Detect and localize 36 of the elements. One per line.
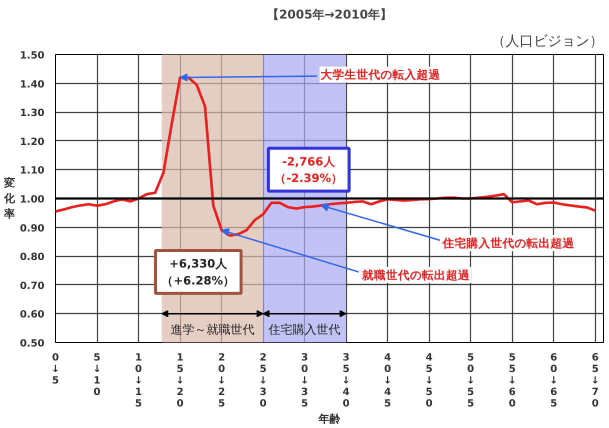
y-tick-label: 0.80: [20, 252, 45, 264]
y-tick-label: 1.50: [20, 50, 45, 62]
annotation: +6,330人（+6.28%）: [162, 256, 236, 288]
y-tick-label: 1.30: [20, 108, 45, 120]
x-tick-label: 55↓60: [508, 352, 516, 410]
chart-title: 【2005年→2010年】: [267, 8, 392, 22]
x-tick-label: 35↓40: [342, 352, 350, 410]
annotation: 住宅購入世代の転出超過: [442, 236, 575, 250]
x-tick-label: 30↓35: [300, 352, 309, 410]
annotation: 住宅購入世代: [268, 322, 341, 337]
y-tick-label: 0.90: [20, 223, 45, 234]
y-axis-title: 変化率: [2, 176, 16, 221]
y-tick-label: 1.40: [20, 79, 45, 90]
y-tick-label: 1.10: [20, 166, 45, 177]
y-tick-label: 1.00: [20, 194, 45, 206]
x-tick-label: 5↓10: [92, 352, 102, 398]
annotation: 大学生世代の転入超過: [320, 68, 441, 82]
x-tick-label: 60↓65: [549, 352, 558, 410]
x-tick-label: 45↓50: [424, 352, 434, 410]
chart-subtitle: （人口ビジョン）: [492, 34, 604, 50]
y-tick-label: 1.20: [20, 136, 45, 148]
x-axis-title: 年齢: [318, 412, 342, 426]
x-tick-label: 40↓45: [383, 352, 392, 410]
x-tick-label: 20↓25: [217, 352, 226, 410]
annotation: 進学～就職世代: [170, 322, 254, 337]
annotation: 就職世代の転出超過: [361, 268, 470, 282]
x-tick-label: 65↓70: [591, 352, 600, 410]
x-tick-label: 10↓15: [134, 352, 143, 410]
x-tick-label: 0↓5: [51, 352, 60, 387]
annotation: -2,766人（-2.39%）: [274, 154, 344, 186]
y-tick-label: 0.70: [20, 280, 45, 292]
y-tick-label: 0.50: [20, 338, 45, 350]
y-tick-label: 0.60: [20, 310, 45, 321]
x-tick-label: 25↓30: [258, 352, 268, 410]
x-tick-label: 50↓55: [466, 352, 475, 410]
x-tick-label: 15↓20: [176, 352, 184, 410]
